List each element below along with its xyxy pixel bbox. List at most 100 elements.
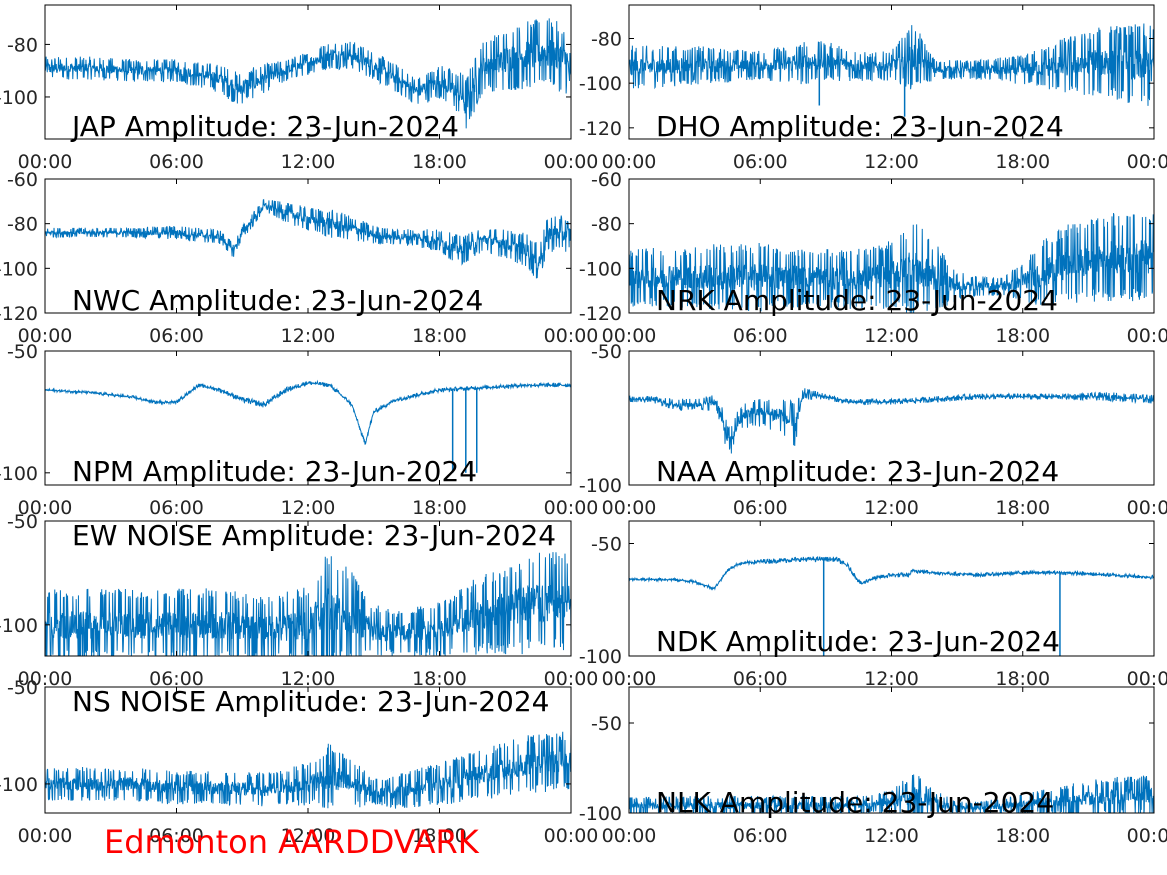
x-tick-label: 18:00 bbox=[995, 668, 1050, 690]
x-tick-label: 06:00 bbox=[733, 325, 788, 347]
x-tick-label: 00:00 bbox=[602, 825, 657, 847]
x-tick-label: 00:00 bbox=[602, 325, 657, 347]
y-tick-label: -100 bbox=[0, 87, 38, 109]
x-tick-label: 06:00 bbox=[733, 668, 788, 690]
x-tick-label: 12:00 bbox=[864, 668, 919, 690]
panel-title: NPM Amplitude: 23-Jun-2024 bbox=[72, 455, 477, 488]
panel-title: NS NOISE Amplitude: 23-Jun-2024 bbox=[72, 685, 549, 718]
x-tick-label: 18:00 bbox=[995, 497, 1050, 519]
x-tick-label: 18:00 bbox=[412, 325, 467, 347]
panel-title: NLK Amplitude: 23-Jun-2024 bbox=[656, 786, 1054, 819]
x-tick-label: 00:00 bbox=[18, 151, 73, 173]
x-tick-label: 00:00 bbox=[602, 151, 657, 173]
x-tick-label: 00:00 bbox=[1127, 825, 1167, 847]
y-tick-label: -50 bbox=[7, 677, 38, 699]
x-tick-label: 06:00 bbox=[149, 825, 204, 847]
x-tick-label: 12:00 bbox=[281, 825, 336, 847]
x-tick-label: 00:00 bbox=[602, 668, 657, 690]
x-tick-label: 12:00 bbox=[281, 151, 336, 173]
y-tick-label: -50 bbox=[7, 511, 38, 533]
series-line bbox=[45, 731, 571, 809]
x-tick-label: 12:00 bbox=[864, 825, 919, 847]
panel-9: 00:00 06:00 12:00 18:00 00:00 -50 -100 NS NOISE… bbox=[0, 677, 598, 847]
x-tick-label: 06:00 bbox=[149, 325, 204, 347]
series-line bbox=[45, 198, 571, 279]
series-line bbox=[629, 556, 1154, 591]
x-tick-label: 06:00 bbox=[733, 497, 788, 519]
panel-5: 00:00 06:00 12:00 18:00 00:00 -50 -100 NPM Ampl… bbox=[0, 341, 598, 519]
station-label: Edmonton AARDDVARK bbox=[104, 823, 479, 861]
x-tick-label: 18:00 bbox=[995, 151, 1050, 173]
series-line bbox=[629, 23, 1154, 106]
x-tick-label: 06:00 bbox=[149, 497, 204, 519]
series-line bbox=[45, 552, 571, 656]
y-tick-label: -120 bbox=[579, 303, 622, 325]
x-tick-label: 12:00 bbox=[864, 325, 919, 347]
y-tick-label: -100 bbox=[0, 774, 38, 796]
x-tick-label: 00:00 bbox=[18, 825, 73, 847]
panel-7: 00:00 06:00 12:00 18:00 00:00 -50 -100 EW NOISE… bbox=[0, 511, 598, 690]
y-tick-label: -100 bbox=[0, 463, 38, 485]
panel-6: 00:00 06:00 12:00 18:00 00:00 -50 -100 NAA Ampl… bbox=[579, 341, 1167, 519]
panel-title: JAP Amplitude: 23-Jun-2024 bbox=[70, 110, 459, 143]
x-tick-label: 06:00 bbox=[733, 825, 788, 847]
panel-title: NRK Amplitude: 23-Jun-2024 bbox=[656, 284, 1058, 317]
x-tick-label: 00:00 bbox=[544, 151, 599, 173]
y-tick-label: -100 bbox=[0, 615, 38, 637]
x-tick-label: 18:00 bbox=[412, 668, 467, 690]
panel-1: 00:00 06:00 12:00 18:00 00:00 -80 -100 JAP Ampl… bbox=[0, 4, 599, 173]
y-tick-label: -50 bbox=[591, 713, 622, 735]
panel-title: NAA Amplitude: 23-Jun-2024 bbox=[656, 455, 1059, 488]
y-tick-label: -60 bbox=[7, 169, 38, 191]
y-tick-label: -100 bbox=[0, 258, 38, 280]
series-line bbox=[45, 18, 571, 129]
x-tick-label: 12:00 bbox=[864, 151, 919, 173]
x-tick-label: 18:00 bbox=[995, 325, 1050, 347]
series-line bbox=[629, 213, 1154, 313]
x-tick-label: 00:00 bbox=[1127, 668, 1167, 690]
x-tick-label: 18:00 bbox=[412, 497, 467, 519]
y-tick-label: -50 bbox=[591, 534, 622, 556]
x-tick-label: 06:00 bbox=[149, 668, 204, 690]
x-tick-label: 00:00 bbox=[1127, 325, 1167, 347]
y-tick-label: -80 bbox=[7, 34, 38, 56]
y-tick-label: -120 bbox=[0, 303, 38, 325]
x-tick-label: 06:00 bbox=[733, 151, 788, 173]
panel-title: NDK Amplitude: 23-Jun-2024 bbox=[656, 625, 1060, 658]
x-tick-label: 00:00 bbox=[544, 497, 599, 519]
panel-8: 00:00 06:00 12:00 18:00 00:00 -50 -100 NDK Ampl… bbox=[579, 520, 1167, 690]
y-tick-label: -100 bbox=[579, 73, 622, 95]
y-tick-label: -100 bbox=[579, 803, 622, 825]
x-tick-label: 00:00 bbox=[18, 325, 73, 347]
x-tick-label: 00:00 bbox=[544, 325, 599, 347]
x-tick-label: 00:00 bbox=[18, 497, 73, 519]
x-tick-label: 12:00 bbox=[864, 497, 919, 519]
panel-3: 00:00 06:00 12:00 18:00 00:00 -60 -80 -100 -120 N… bbox=[0, 169, 598, 347]
y-tick-label: -80 bbox=[591, 29, 622, 51]
x-tick-label: 00:00 bbox=[544, 825, 599, 847]
panel-4: 00:00 06:00 12:00 18:00 00:00 -60 -80 -100 -120 N… bbox=[579, 169, 1167, 347]
x-tick-label: 00:00 bbox=[18, 668, 73, 690]
panel-title: EW NOISE Amplitude: 23-Jun-2024 bbox=[72, 519, 556, 552]
x-tick-label: 18:00 bbox=[995, 825, 1050, 847]
y-tick-label: -120 bbox=[579, 118, 622, 140]
series-line bbox=[45, 379, 571, 445]
x-tick-label: 12:00 bbox=[281, 668, 336, 690]
series-line bbox=[629, 388, 1154, 454]
y-tick-label: -80 bbox=[7, 214, 38, 236]
y-tick-label: -50 bbox=[7, 341, 38, 363]
y-tick-label: -100 bbox=[579, 258, 622, 280]
x-tick-label: 06:00 bbox=[149, 151, 204, 173]
x-tick-label: 00:00 bbox=[1127, 151, 1167, 173]
y-tick-label: -60 bbox=[591, 169, 622, 191]
y-tick-label: -100 bbox=[579, 475, 622, 497]
panel-2: 00:00 06:00 12:00 18:00 00:00 -80 -100 -120 DHO … bbox=[579, 4, 1167, 173]
panel-title: NWC Amplitude: 23-Jun-2024 bbox=[72, 284, 483, 317]
y-tick-label: -80 bbox=[591, 214, 622, 236]
x-tick-label: 18:00 bbox=[412, 151, 467, 173]
x-tick-label: 00:00 bbox=[1127, 497, 1167, 519]
panel-title: DHO Amplitude: 23-Jun-2024 bbox=[656, 110, 1064, 143]
panel-10: 00:00 06:00 12:00 18:00 00:00 -50 -100 NLK Ampl… bbox=[579, 686, 1167, 847]
x-tick-label: 12:00 bbox=[281, 325, 336, 347]
